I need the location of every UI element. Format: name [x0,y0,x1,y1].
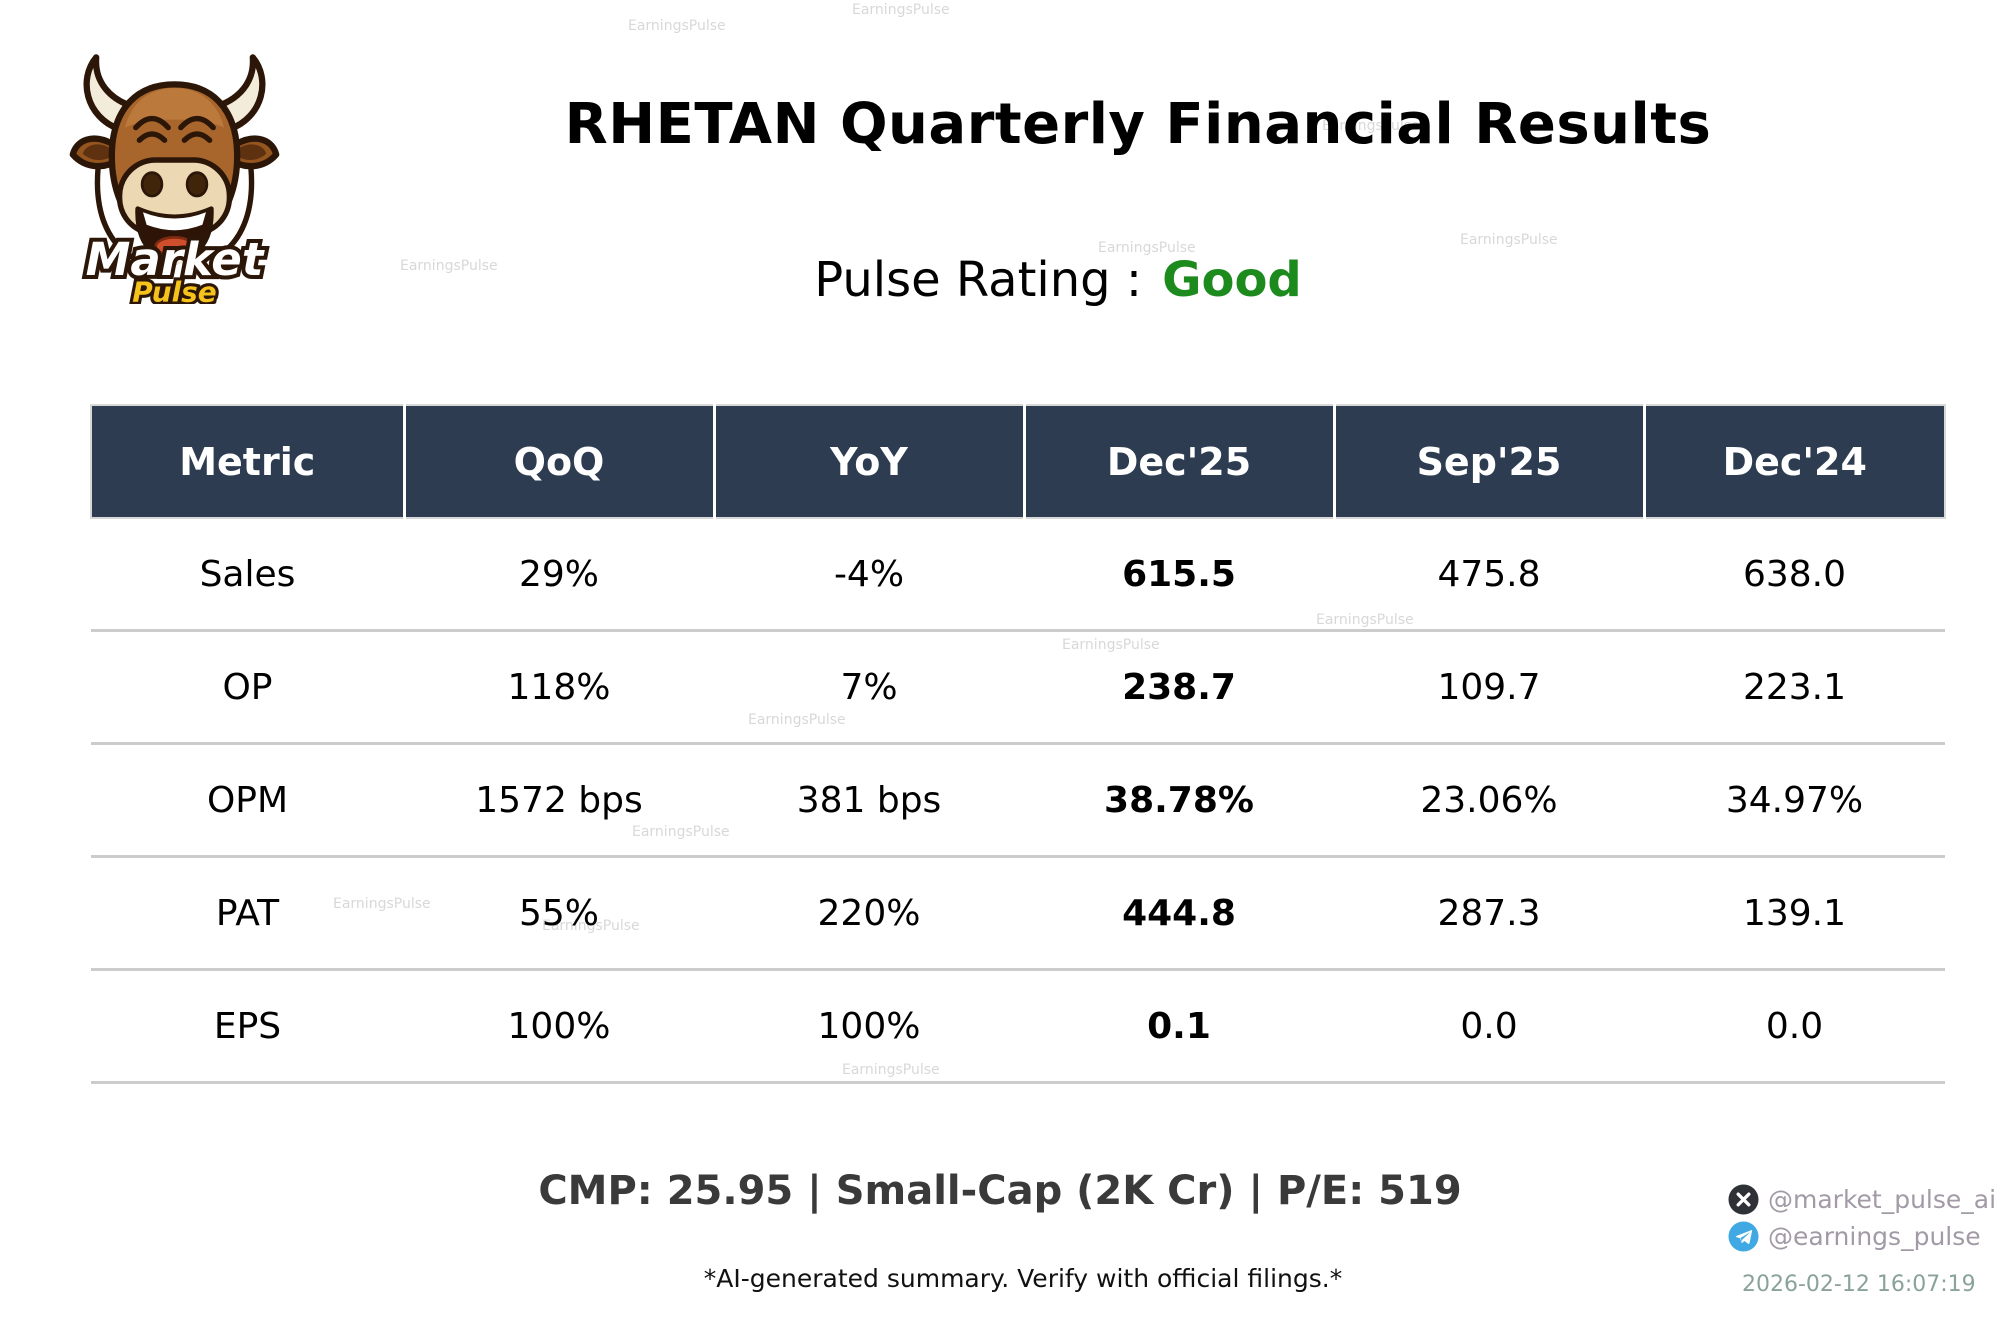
column-header-sep25: Sep'25 [1334,404,1646,519]
column-header-yoy: YoY [714,404,1026,519]
table-row: Sales 29% -4% 615.5 475.8 638.0 [91,518,1945,632]
pulse-rating-label: Pulse Rating : [814,252,1143,308]
cell-metric: OPM [91,743,404,858]
logo-brand-top: Market [86,233,265,286]
cell-yoy: -4% [714,518,1024,632]
cell-qoq: 100% [404,969,714,1084]
x-handle-row: @market_pulse_ai [1728,1184,1996,1215]
cell-sep25: 287.3 [1334,856,1644,971]
cell-yoy: 7% [714,630,1024,745]
timestamp: 2026-02-12 16:07:19 [1742,1272,1976,1297]
cell-sep25: 109.7 [1334,630,1644,745]
cell-dec24: 34.97% [1644,743,1945,858]
telegram-icon [1728,1221,1759,1252]
cell-sep25: 0.0 [1334,969,1644,1084]
watermark: EarningsPulse [1098,240,1196,256]
cell-dec24: 223.1 [1644,630,1945,745]
cell-qoq: 118% [404,630,714,745]
logo-brand-bottom: Pulse [132,275,216,304]
cell-dec25: 615.5 [1024,518,1334,632]
disclaimer-text: *AI-generated summary. Verify with offic… [703,1264,1343,1293]
x-icon [1728,1184,1759,1215]
cell-qoq: 55% [404,856,714,971]
watermark: EarningsPulse [1322,118,1420,134]
cell-metric: EPS [91,969,404,1084]
pulse-rating-line: Pulse Rating : Good [100,252,2016,308]
cell-metric: PAT [91,856,404,971]
table-header-row: Metric QoQ YoY Dec'25 Sep'25 Dec'24 [90,404,1946,519]
page-title: RHETAN Quarterly Financial Results [564,92,1712,157]
table-row: OP 118% 7% 238.7 109.7 223.1 [91,630,1945,745]
column-header-dec25: Dec'25 [1024,404,1336,519]
results-table: Metric QoQ YoY Dec'25 Sep'25 Dec'24 Sale… [90,404,1946,1084]
telegram-handle-row: @earnings_pulse [1728,1221,1996,1252]
table-row: PAT 55% 220% 444.8 287.3 139.1 [91,856,1945,971]
column-header-metric: Metric [90,404,406,519]
watermark: EarningsPulse [628,18,726,34]
cell-dec25: 0.1 [1024,969,1334,1084]
column-header-dec24: Dec'24 [1644,404,1946,519]
watermark: EarningsPulse [400,258,498,274]
cell-dec24: 638.0 [1644,518,1945,632]
watermark: EarningsPulse [1460,232,1558,248]
pulse-rating-value: Good [1162,252,1302,308]
cell-yoy: 381 bps [714,743,1024,858]
cell-dec24: 0.0 [1644,969,1945,1084]
column-header-qoq: QoQ [404,404,716,519]
cell-metric: Sales [91,518,404,632]
bull-mascot-logo: Market Pulse [69,54,280,304]
cell-metric: OP [91,630,404,745]
cell-dec24: 139.1 [1644,856,1945,971]
social-handles: @market_pulse_ai @earnings_pulse [1728,1184,1996,1252]
cell-qoq: 1572 bps [404,743,714,858]
table-row: EPS 100% 100% 0.1 0.0 0.0 [91,969,1945,1084]
cell-dec25: 444.8 [1024,856,1334,971]
watermark: EarningsPulse [852,2,950,18]
cell-yoy: 220% [714,856,1024,971]
table-row: OPM 1572 bps 381 bps 38.78% 23.06% 34.97… [91,743,1945,858]
cell-sep25: 23.06% [1334,743,1644,858]
x-handle-text: @market_pulse_ai [1768,1185,1997,1214]
cell-sep25: 475.8 [1334,518,1644,632]
cell-qoq: 29% [404,518,714,632]
summary-line: CMP: 25.95 | Small-Cap (2K Cr) | P/E: 51… [538,1168,1462,1214]
telegram-handle-text: @earnings_pulse [1768,1222,1981,1251]
cell-dec25: 38.78% [1024,743,1334,858]
cell-dec25: 238.7 [1024,630,1334,745]
cell-yoy: 100% [714,969,1024,1084]
